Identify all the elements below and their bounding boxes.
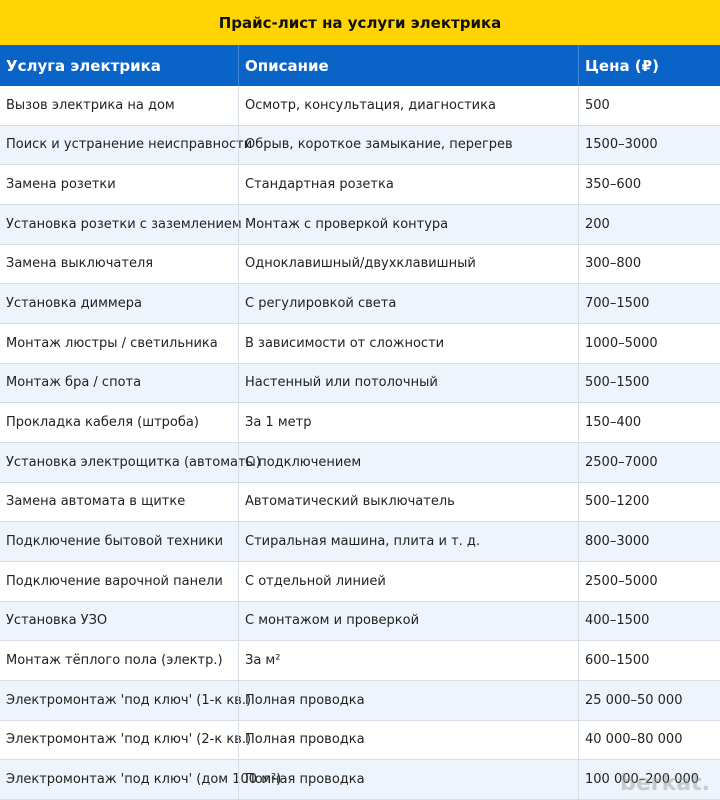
table-cell: 2500–7000 (578, 442, 720, 482)
table-row: Установка розетки с заземлением Монтаж с … (0, 204, 720, 245)
table-cell: 40 000–80 000 (578, 720, 720, 760)
table-row: Установка диммера С регулировкой света 700… (0, 284, 720, 324)
table-cell: Поиск и устранение неисправности (6, 137, 253, 153)
table-row: Подключение варочной панели С отдельной л… (0, 561, 720, 602)
table-cell: 350–600 (578, 165, 720, 204)
table-cell: 200 (578, 204, 720, 244)
table-row: Установка электрощитка (автоматы) С подкл… (0, 442, 720, 483)
table-row: Прокладка кабеля (штроба) За 1 метр 150–40… (0, 403, 720, 443)
table-row: Замена розетки Стандартная розетка 350–600 (0, 165, 720, 205)
table-cell: 300–800 (578, 244, 720, 284)
column-header: Описание (238, 45, 578, 86)
table-cell: Установка электрощитка (автоматы) (6, 454, 261, 470)
table-cell: Стиральная машина, плита и т. д. (238, 522, 578, 561)
table-cell: Электромонтаж 'под ключ' (2-к кв.) (6, 732, 252, 748)
table-cell: Замена розетки (6, 177, 116, 193)
table-cell: Настенный или потолочный (238, 363, 578, 403)
table-row: Монтаж тёплого пола (электр.) За м² 600–15… (0, 641, 720, 681)
table-cell: Установка розетки с заземлением (6, 216, 242, 232)
title-bar: Прайс-лист на услуги электрика (0, 0, 720, 45)
title: Прайс-лист на услуги электрика (218, 13, 502, 32)
table-cell: Монтаж бра / спота (6, 375, 142, 391)
table-row: Электромонтаж 'под ключ' (2-к кв.) Полная… (0, 720, 720, 761)
table-cell: Прокладка кабеля (штроба) (6, 415, 199, 431)
table-cell: 400–1500 (578, 601, 720, 641)
column-header: Цена (₽) (578, 45, 720, 86)
table-cell: Осмотр, консультация, диагностика (238, 86, 578, 125)
table-cell: С подключением (238, 442, 578, 482)
table-cell: 500 (578, 86, 720, 125)
table-cell: Полная проводка (238, 760, 578, 799)
table-cell: 1000–5000 (578, 323, 720, 363)
table-cell: Обрыв, короткое замыкание, перегрев (238, 125, 578, 165)
table-row: Электромонтаж 'под ключ' (дом 100 м²) Пол… (0, 760, 720, 800)
table-cell: 500–1200 (578, 482, 720, 522)
table-row: Замена автомата в щитке Автоматический вы… (0, 482, 720, 523)
table-cell: Электромонтаж 'под ключ' (дом 100 м²) (6, 771, 282, 787)
table-row: Монтаж бра / спота Настенный или потолочн… (0, 363, 720, 404)
table-row: Монтаж люстры / светильника В зависимости… (0, 323, 720, 364)
price-table: Услуга электрика Описание Цена (₽) Вызов эл… (0, 45, 720, 800)
table-cell: 150–400 (578, 403, 720, 442)
table-cell: Стандартная розетка (238, 165, 578, 204)
table-cell: 1500–3000 (578, 125, 720, 165)
table-cell: Автоматический выключатель (238, 482, 578, 522)
table-row: Замена выключателя Одноклавишный/двухклав… (0, 244, 720, 285)
table-cell: 25 000–50 000 (578, 680, 720, 720)
table-cell: Электромонтаж 'под ключ' (1-к кв.) (6, 692, 252, 708)
table-cell: 600–1500 (578, 641, 720, 680)
table-row: Вызов электрика на дом Осмотр, консультац… (0, 86, 720, 126)
column-header: Услуга электрика (6, 56, 161, 75)
table-cell: С монтажом и проверкой (238, 601, 578, 641)
table-cell: С регулировкой света (238, 284, 578, 323)
table-row: Поиск и устранение неисправности Обрыв, к… (0, 125, 720, 166)
table-cell: Одноклавишный/двухклавишный (238, 244, 578, 284)
table-cell: 500–1500 (578, 363, 720, 403)
table-cell: Подключение бытовой техники (6, 534, 224, 550)
table-cell: 700–1500 (578, 284, 720, 323)
watermark: berkat. (620, 771, 710, 796)
table-cell: Полная проводка (238, 680, 578, 720)
table-row: Установка УЗО С монтажом и проверкой 400–1… (0, 601, 720, 642)
table-cell: Замена автомата в щитке (6, 494, 186, 510)
table-cell: Установка УЗО (6, 613, 108, 629)
table-cell: Подключение варочной панели (6, 573, 223, 589)
table-cell: За м² (238, 641, 578, 680)
table-cell: В зависимости от сложности (238, 323, 578, 363)
header-row: Услуга электрика Описание Цена (₽) (0, 45, 720, 86)
table-cell: 2500–5000 (578, 561, 720, 601)
table-cell: 100 000–200 000 (578, 760, 720, 799)
table-row: Подключение бытовой техники Стиральная ма… (0, 522, 720, 562)
table-cell: Полная проводка (238, 720, 578, 760)
table-cell: Замена выключателя (6, 256, 154, 272)
table-cell: 800–3000 (578, 522, 720, 561)
table-cell: За 1 метр (238, 403, 578, 442)
table-cell: Монтаж тёплого пола (электр.) (6, 653, 223, 669)
table-cell: С отдельной линией (238, 561, 578, 601)
table-cell: Вызов электрика на дом (6, 97, 175, 113)
table-cell: Установка диммера (6, 296, 142, 312)
table-row: Электромонтаж 'под ключ' (1-к кв.) Полная… (0, 680, 720, 721)
table-cell: Монтаж люстры / светильника (6, 335, 218, 351)
table-cell: Монтаж с проверкой контура (238, 204, 578, 244)
